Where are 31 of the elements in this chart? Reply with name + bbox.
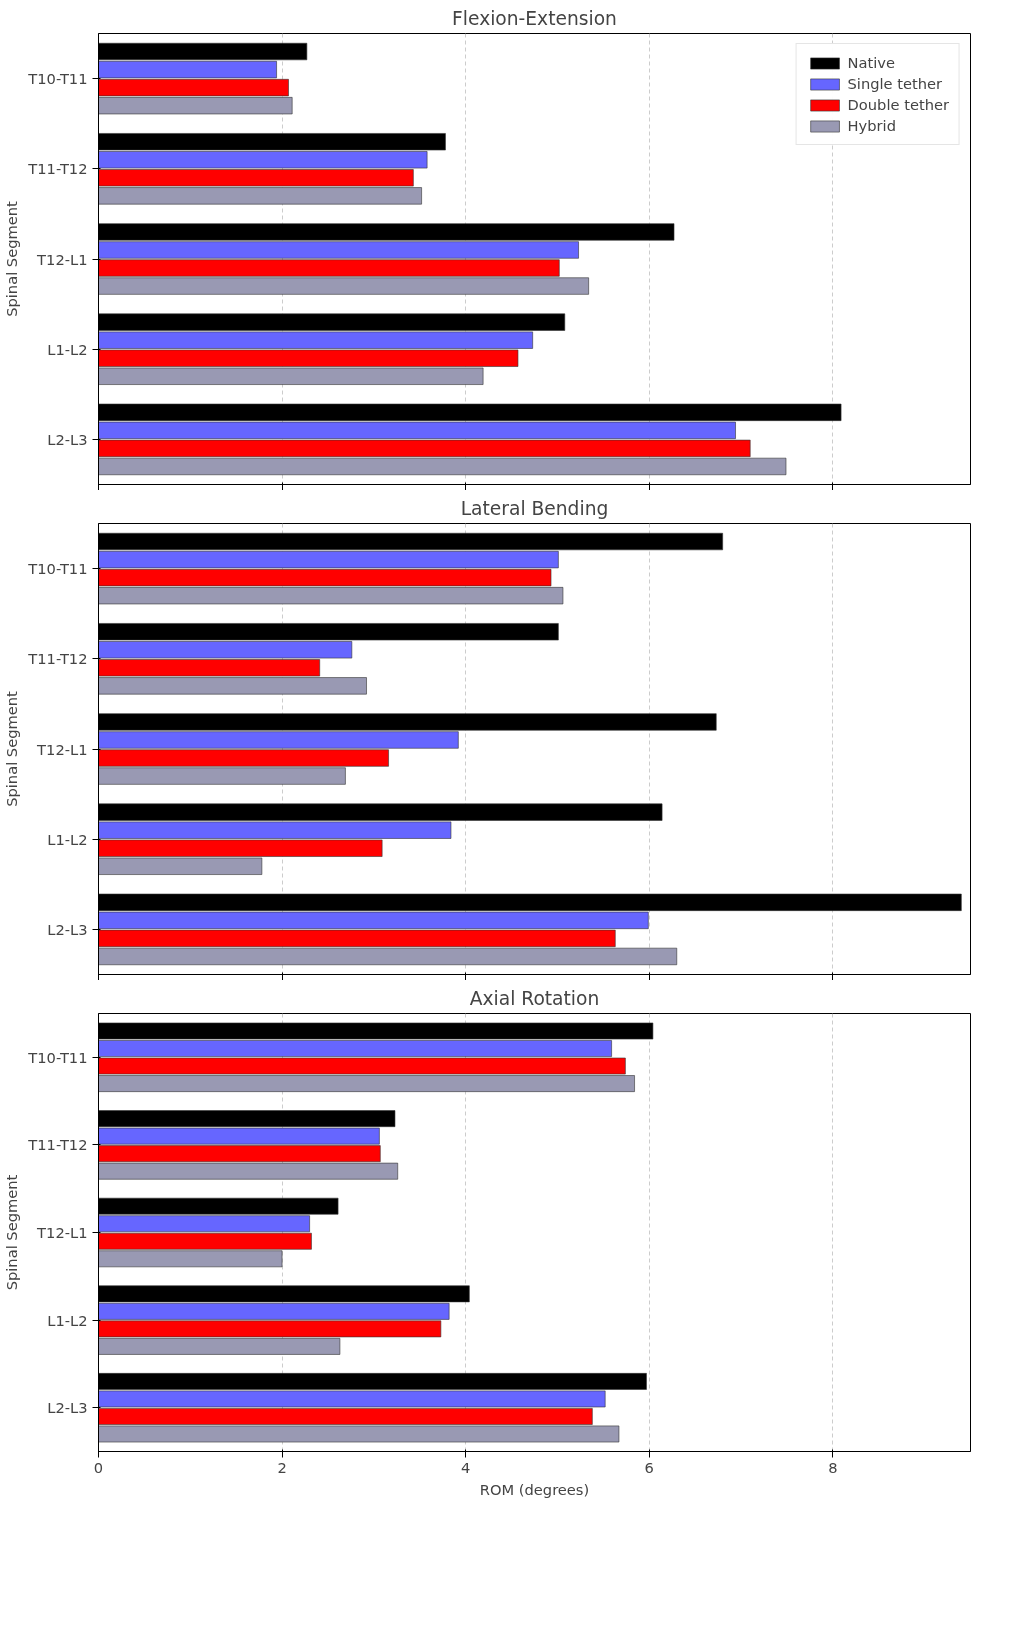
legend-label: Hybrid [847, 117, 896, 134]
y-tick-label: T10-T11 [27, 560, 88, 578]
y-axis-title: Spinal Segment [3, 1174, 21, 1291]
chart-title: Axial Rotation [469, 987, 600, 1009]
y-tick-label: L1-L2 [47, 340, 88, 358]
y-tick-label: L2-L3 [47, 1399, 88, 1417]
y-tick-label: L2-L3 [47, 430, 88, 448]
y-tick-label: T12-L1 [36, 250, 88, 268]
x-tick-label: 8 [828, 1458, 838, 1476]
y-tick-label: T11-T12 [27, 650, 88, 668]
y-tick-label: L1-L2 [47, 830, 88, 848]
y-tick-label: T12-L1 [36, 740, 88, 758]
y-tick-label: T10-T11 [27, 70, 88, 88]
x-tick-label: 0 [93, 1458, 104, 1476]
y-tick-label: T11-T12 [27, 1136, 88, 1154]
x-tick-label: 2 [277, 1458, 287, 1476]
y-tick-label: T12-L1 [36, 1224, 88, 1241]
y-tick-label: L2-L3 [47, 920, 88, 938]
x-tick-label: 6 [644, 1458, 654, 1476]
chart-title: Lateral Bending [460, 497, 609, 519]
x-axis-title: ROM (degrees) [479, 1480, 590, 1498]
y-tick-label: L1-L2 [47, 1311, 88, 1329]
y-tick-label: T11-T12 [27, 160, 88, 178]
y-axis-title: Spinal Segment [3, 690, 21, 807]
legend-label: Double tether [847, 96, 949, 113]
y-tick-label: T10-T11 [27, 1048, 88, 1066]
chart-title: Flexion-Extension [452, 7, 617, 29]
x-tick-label: 4 [461, 1458, 471, 1476]
legend-label: Single tether [847, 75, 943, 92]
y-axis-title: Spinal Segment [3, 200, 21, 317]
legend-label: Native [847, 54, 896, 71]
